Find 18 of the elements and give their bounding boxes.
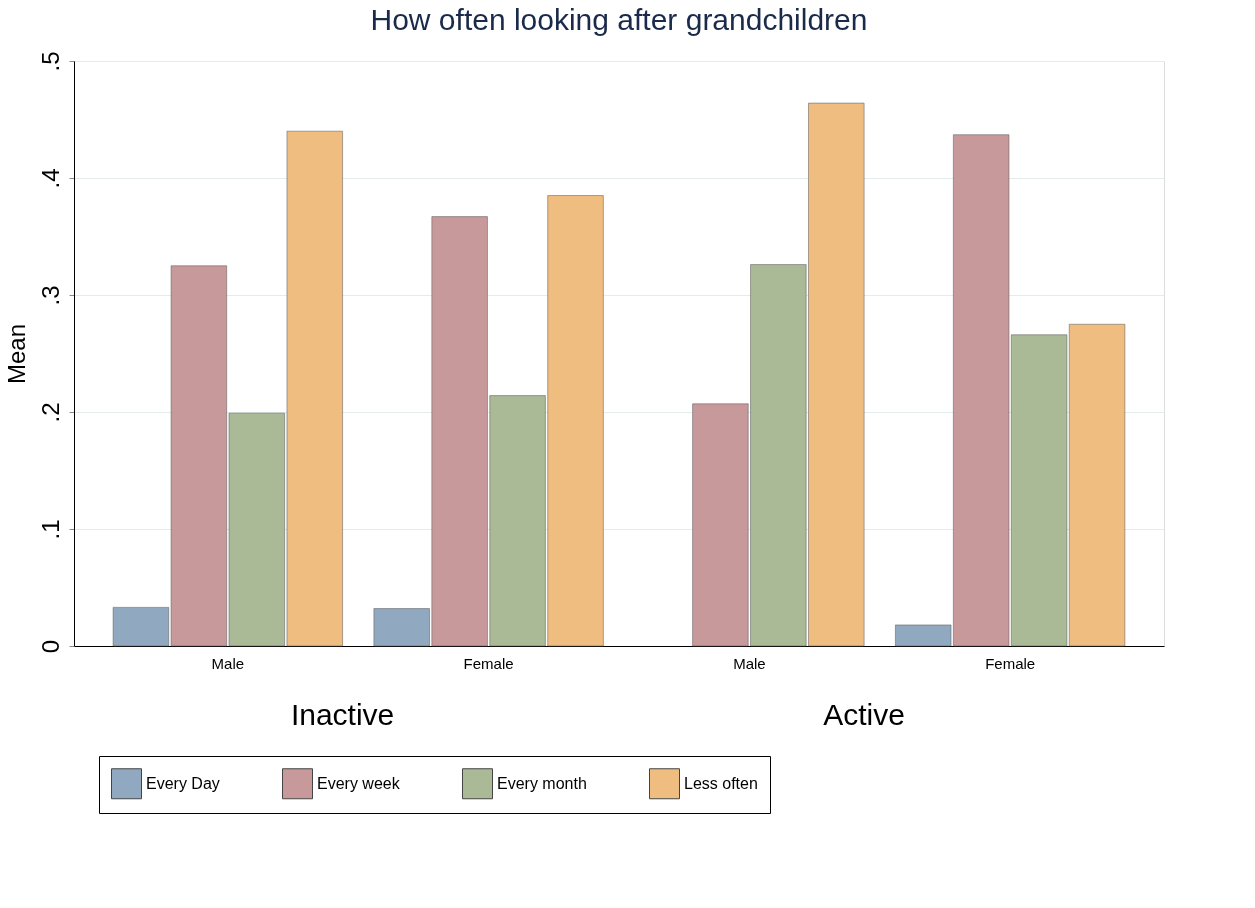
- text: Inactive: [290, 698, 395, 731]
- y-tick-label: .2: [36, 402, 64, 423]
- y-tick-label: .1: [36, 519, 64, 540]
- legend-label: Every week: [317, 774, 401, 792]
- y-tick-label: .5: [36, 51, 64, 72]
- y-tick-label: .3: [36, 285, 64, 306]
- x-tick-label: Female: [985, 654, 1036, 672]
- legend-label: Every Day: [146, 774, 220, 792]
- legend-label: Every month: [497, 774, 587, 792]
- y-axis-title: Mean: [2, 323, 30, 385]
- legend-label: Less often: [684, 774, 758, 792]
- chart-title: How often looking after grandchildren: [370, 2, 868, 36]
- y-tick-label: 0: [36, 639, 64, 654]
- x-tick-label: Male: [211, 654, 245, 672]
- y-tick-label: .4: [36, 168, 64, 189]
- x-tick-label: Female: [463, 654, 514, 672]
- text: Active: [823, 698, 905, 731]
- x-tick-label: Male: [733, 654, 766, 672]
